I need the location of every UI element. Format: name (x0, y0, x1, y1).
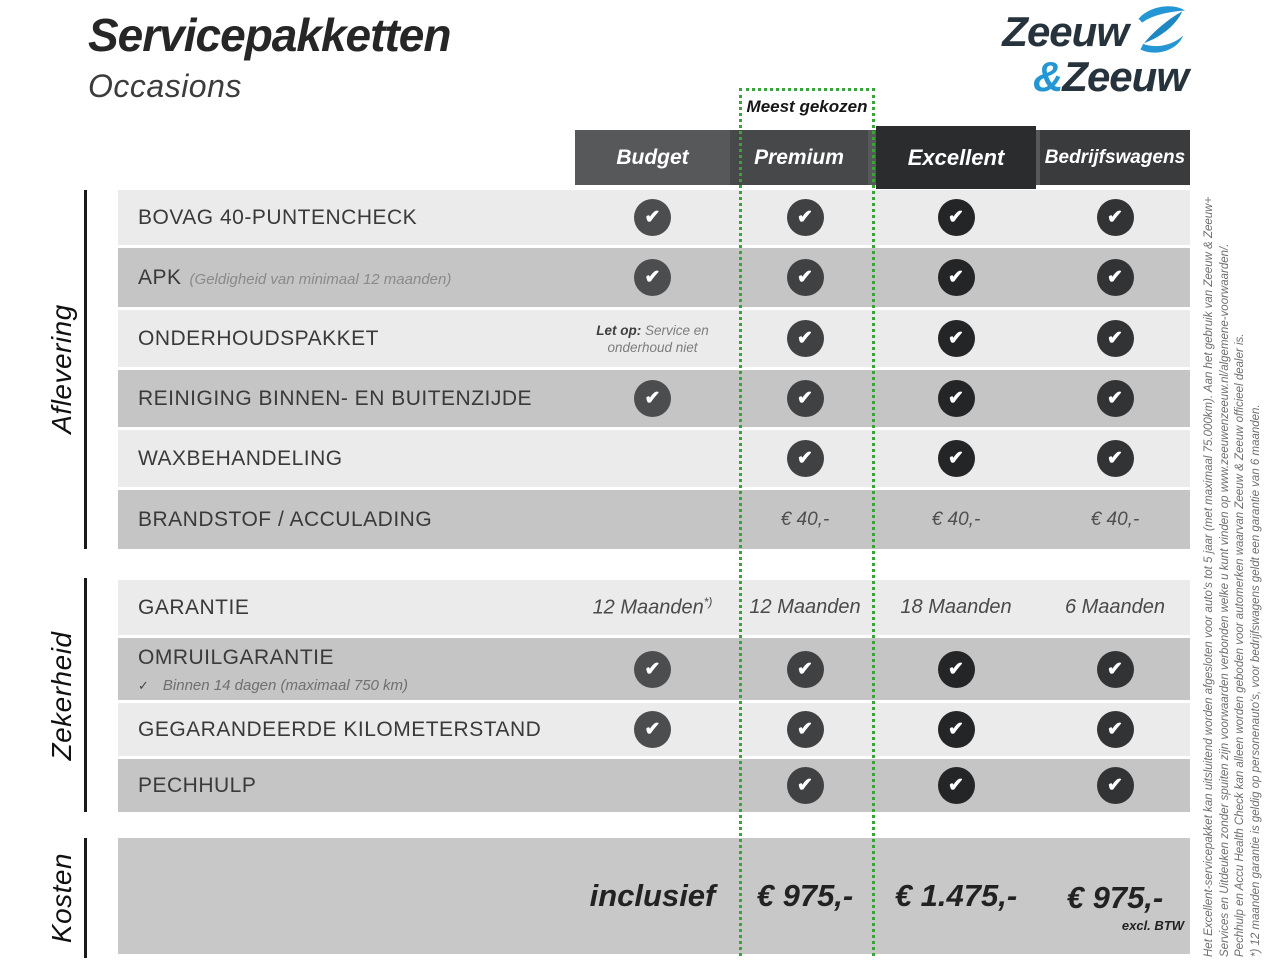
garantie-value: 18 Maanden (900, 596, 1012, 618)
check-icon (1096, 380, 1134, 417)
check-icon (937, 199, 975, 236)
check-icon (937, 320, 975, 357)
garantie-value: 12 Maanden (749, 596, 861, 618)
column-header-budget: Budget (575, 130, 730, 185)
section-divider-aflevering (84, 190, 87, 549)
logo-ampersand: & (1032, 53, 1063, 100)
column-headers: Budget Premium Excellent Bedrijfswagens (575, 126, 1190, 189)
row-label: ONDERHOUDSPAKKET (138, 326, 379, 350)
check-icon (1096, 320, 1134, 357)
price-value: € 40,- (780, 508, 830, 530)
table-row: ONDERHOUDSPAKKET Let op: Service en onde… (118, 310, 1190, 367)
check-icon (1096, 199, 1134, 236)
z-swoosh-icon (1138, 6, 1185, 53)
table-row: APK (Geldigheid van minimaal 12 maanden) (118, 248, 1190, 307)
section-divider-kosten (84, 838, 87, 958)
table-row: GARANTIE 12 Maanden*) 12 Maanden 18 Maan… (118, 580, 1190, 635)
kosten-bedrijfswagens-sub: excl. BTW (1121, 917, 1184, 933)
check-icon (634, 259, 671, 296)
row-label: APK (138, 265, 182, 289)
column-header-excellent: Excellent (876, 126, 1036, 189)
row-label: OMRUILGARANTIE (138, 646, 335, 669)
check-icon (786, 711, 824, 748)
garantie-value: 6 Maanden (1064, 596, 1166, 618)
footnote-marker: *) (703, 595, 713, 610)
table-row: BRANDSTOF / ACCULADING € 40,- € 40,- € 4… (118, 490, 1190, 549)
table-row: PECHHULP (118, 759, 1190, 812)
column-header-premium: Premium (730, 130, 868, 185)
section-label-kosten: Kosten (46, 852, 77, 944)
check-icon (1096, 711, 1134, 748)
logo-word-1: Zeeuw (1002, 8, 1129, 55)
page-title: Servicepakketten (88, 9, 451, 61)
check-small-icon: ✓ (138, 678, 149, 693)
kosten-premium: € 975,- (756, 878, 854, 913)
row-label-note: (Geldigheid van minimaal 12 maanden) (189, 270, 452, 288)
check-icon (634, 711, 671, 748)
check-icon (634, 650, 671, 688)
row-label: GARANTIE (138, 595, 250, 619)
table-row: OMRUILGARANTIE ✓ Binnen 14 dagen (maximaa… (118, 638, 1190, 700)
budget-note-bold: Let op: (596, 322, 642, 338)
check-icon (786, 259, 824, 296)
section-divider-zekerheid (84, 578, 87, 812)
check-icon (937, 711, 975, 748)
price-value: € 40,- (931, 508, 981, 530)
check-icon (937, 259, 975, 296)
check-icon (634, 380, 671, 417)
footnote-line: *) 12 maanden garantie is geldig op pers… (1249, 404, 1262, 957)
row-label: WAXBEHANDELING (138, 446, 343, 470)
price-value: € 40,- (1090, 508, 1140, 530)
table-row: REINIGING BINNEN- EN BUITENZIJDE (118, 370, 1190, 427)
row-subnote: ✓ Binnen 14 dagen (maximaal 750 km) (138, 677, 409, 694)
check-icon (786, 650, 824, 688)
most-chosen-label: Meest gekozen (746, 97, 868, 116)
logo-word-2: Zeeuw (1062, 53, 1189, 100)
legal-footnote: Het Excellent-servicepakket kan uitsluit… (1202, 115, 1264, 957)
check-icon (786, 320, 824, 357)
kosten-bedrijfswagens: € 975,- (1066, 879, 1164, 915)
table-row: WAXBEHANDELING (118, 430, 1190, 487)
footnote-line: Pechhulp en Accu Health Check kan alleen… (1234, 333, 1246, 958)
footnote-line: Het Excellent-servicepakket kan uitsluit… (1203, 196, 1215, 957)
row-label: BRANDSTOF / ACCULADING (138, 507, 433, 531)
row-label: REINIGING BINNEN- EN BUITENZIJDE (138, 386, 533, 410)
check-icon (786, 767, 824, 804)
check-icon (937, 650, 975, 688)
check-icon (786, 380, 824, 417)
check-icon (1096, 440, 1134, 477)
check-icon (786, 199, 824, 236)
check-icon (1096, 767, 1134, 804)
logo-line-1: Zeeuw (968, 6, 1188, 56)
check-icon (1096, 650, 1134, 688)
row-label: PECHHULP (138, 773, 257, 797)
check-icon (634, 199, 671, 236)
kosten-row: inclusief € 975,- € 1.475,- € 975,- excl… (118, 838, 1190, 954)
section-label-aflevering: Aflevering (46, 304, 77, 434)
check-icon (937, 380, 975, 417)
kosten-budget: inclusief (589, 878, 716, 913)
check-icon (786, 440, 824, 477)
zeeuw-zeeuw-logo: Zeeuw & Zeeuw (968, 6, 1189, 116)
check-icon (1096, 259, 1134, 296)
budget-note-text: Service en onderhoud niet (607, 322, 709, 355)
footnote-line: Services en Uitdeuken zonder spuiten zij… (1218, 243, 1231, 957)
budget-note: Let op: Service en onderhoud niet (575, 322, 730, 356)
table-row: BOVAG 40-PUNTENCHECK (118, 190, 1190, 245)
row-label: GEGARANDEERDE KILOMETERSTAND (138, 717, 542, 741)
column-header-bedrijfswagens: Bedrijfswagens (1040, 130, 1190, 185)
kosten-excellent: € 1.475,- (894, 878, 1018, 913)
row-label: BOVAG 40-PUNTENCHECK (138, 205, 418, 229)
logo-line-2: & Zeeuw (968, 53, 1189, 100)
page-subtitle: Occasions (88, 68, 242, 104)
check-icon (937, 767, 975, 804)
garantie-value: 12 Maanden*) (592, 595, 713, 619)
table-row: GEGARANDEERDE KILOMETERSTAND (118, 703, 1190, 756)
check-icon (937, 440, 975, 477)
